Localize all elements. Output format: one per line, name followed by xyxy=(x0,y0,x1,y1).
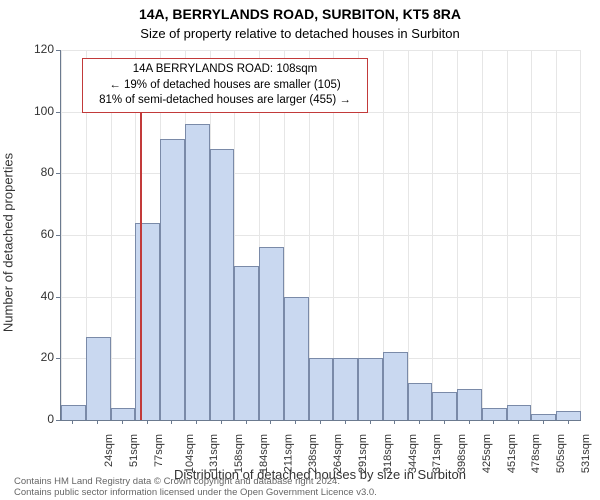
histogram-bar xyxy=(358,358,383,420)
y-tick-label: 120 xyxy=(14,42,54,56)
y-tick-label: 0 xyxy=(14,412,54,426)
histogram-bar xyxy=(284,297,309,420)
histogram-bar xyxy=(111,408,136,420)
annotation-box: 14A BERRYLANDS ROAD: 108sqm ← 19% of det… xyxy=(82,58,368,113)
histogram-bar xyxy=(482,408,507,420)
x-tick-label: 531sqm xyxy=(580,434,592,473)
histogram-bar xyxy=(507,405,532,420)
footer-attribution: Contains HM Land Registry data © Crown c… xyxy=(14,477,377,498)
histogram-bar xyxy=(333,358,358,420)
y-tick-label: 20 xyxy=(14,350,54,364)
annotation-line3: 81% of semi-detached houses are larger (… xyxy=(89,93,361,109)
pointer-line xyxy=(140,65,142,420)
histogram-bar xyxy=(556,411,581,420)
histogram-bar xyxy=(160,139,185,420)
y-tick-label: 80 xyxy=(14,165,54,179)
histogram-bar xyxy=(408,383,433,420)
histogram-bar xyxy=(309,358,334,420)
x-tick-label: 24sqm xyxy=(103,434,115,467)
histogram-bar xyxy=(210,149,235,420)
y-tick-label: 40 xyxy=(14,289,54,303)
y-axis-label: Number of detached properties xyxy=(1,153,16,332)
histogram-bar xyxy=(86,337,111,420)
histogram-bar xyxy=(185,124,210,420)
chart-title-description: Size of property relative to detached ho… xyxy=(0,26,600,41)
histogram-bar xyxy=(457,389,482,420)
histogram-bar xyxy=(61,405,86,420)
histogram-bar xyxy=(531,414,556,420)
chart-title-address: 14A, BERRYLANDS ROAD, SURBITON, KT5 8RA xyxy=(0,6,600,22)
annotation-line1: 14A BERRYLANDS ROAD: 108sqm xyxy=(89,62,361,78)
histogram-bar xyxy=(234,266,259,420)
y-tick-label: 100 xyxy=(14,104,54,118)
annotation-line2: ← 19% of detached houses are smaller (10… xyxy=(89,78,361,94)
histogram-bar xyxy=(259,247,284,420)
x-tick-label: 51sqm xyxy=(128,434,140,467)
footer-line2: Contains public sector information licen… xyxy=(14,488,377,498)
y-tick-label: 60 xyxy=(14,227,54,241)
x-tick-label: 77sqm xyxy=(153,434,165,467)
histogram-bar xyxy=(432,392,457,420)
footer-line1: Contains HM Land Registry data © Crown c… xyxy=(14,477,377,487)
chart-container: 14A, BERRYLANDS ROAD, SURBITON, KT5 8RA … xyxy=(0,0,600,500)
histogram-bar xyxy=(383,352,408,420)
histogram-bar xyxy=(135,223,160,420)
